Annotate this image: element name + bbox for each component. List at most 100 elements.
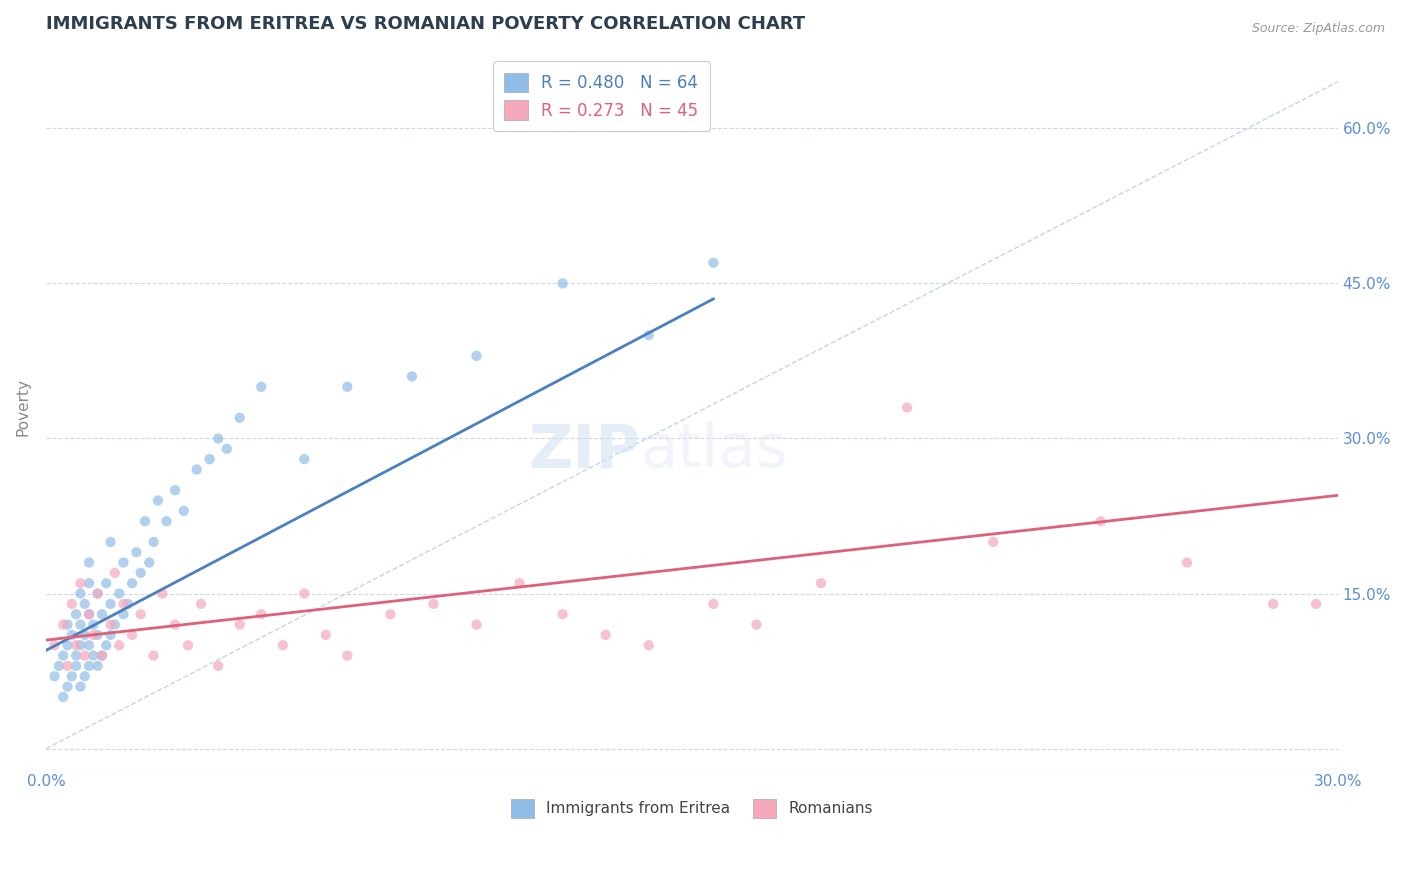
Point	[77, 576, 100, 591]
Point	[104, 617, 127, 632]
Point	[380, 607, 402, 622]
Point	[142, 534, 165, 549]
Point	[48, 659, 70, 673]
Point	[56, 617, 79, 632]
Point	[509, 576, 531, 591]
Point	[228, 410, 250, 425]
Point	[215, 442, 238, 456]
Point	[69, 576, 91, 591]
Point	[60, 597, 83, 611]
Point	[551, 277, 574, 291]
Point	[637, 328, 659, 343]
Text: IMMIGRANTS FROM ERITREA VS ROMANIAN POVERTY CORRELATION CHART: IMMIGRANTS FROM ERITREA VS ROMANIAN POVE…	[46, 15, 806, 33]
Point	[91, 648, 114, 663]
Point	[56, 680, 79, 694]
Point	[60, 669, 83, 683]
Point	[810, 576, 832, 591]
Point	[56, 659, 79, 673]
Point	[250, 380, 273, 394]
Point	[207, 659, 229, 673]
Point	[129, 566, 152, 580]
Point	[82, 628, 104, 642]
Point	[595, 628, 617, 642]
Point	[177, 638, 200, 652]
Point	[190, 597, 212, 611]
Point	[1261, 597, 1284, 611]
Point	[165, 483, 187, 498]
Point	[292, 586, 315, 600]
Point	[100, 534, 122, 549]
Text: atlas: atlas	[640, 421, 787, 481]
Point	[73, 628, 96, 642]
Point	[60, 628, 83, 642]
Point	[112, 597, 135, 611]
Point	[108, 586, 131, 600]
Point	[150, 586, 173, 600]
Point	[165, 617, 187, 632]
Point	[702, 597, 724, 611]
Point	[155, 514, 177, 528]
Point	[56, 638, 79, 652]
Point	[465, 617, 488, 632]
Text: ZIP: ZIP	[529, 421, 640, 481]
Point	[82, 648, 104, 663]
Point	[138, 556, 160, 570]
Point	[65, 607, 87, 622]
Point	[336, 380, 359, 394]
Point	[52, 690, 75, 704]
Point	[250, 607, 273, 622]
Point	[1305, 597, 1327, 611]
Point	[52, 648, 75, 663]
Point	[96, 638, 118, 652]
Point	[129, 607, 152, 622]
Point	[73, 597, 96, 611]
Point	[117, 597, 139, 611]
Point	[100, 597, 122, 611]
Point	[981, 534, 1004, 549]
Point	[77, 659, 100, 673]
Point	[465, 349, 488, 363]
Point	[73, 669, 96, 683]
Point	[65, 659, 87, 673]
Point	[73, 648, 96, 663]
Point	[1175, 556, 1198, 570]
Point	[146, 493, 169, 508]
Point	[207, 432, 229, 446]
Point	[69, 638, 91, 652]
Point	[112, 607, 135, 622]
Point	[91, 648, 114, 663]
Point	[271, 638, 294, 652]
Y-axis label: Poverty: Poverty	[15, 378, 30, 436]
Point	[44, 669, 66, 683]
Point	[186, 462, 208, 476]
Point	[77, 607, 100, 622]
Point	[91, 607, 114, 622]
Point	[100, 628, 122, 642]
Point	[336, 648, 359, 663]
Point	[702, 256, 724, 270]
Point	[52, 617, 75, 632]
Point	[86, 586, 108, 600]
Point	[77, 638, 100, 652]
Point	[121, 576, 143, 591]
Point	[198, 452, 221, 467]
Point	[86, 659, 108, 673]
Point	[65, 648, 87, 663]
Point	[173, 504, 195, 518]
Point	[44, 638, 66, 652]
Point	[125, 545, 148, 559]
Point	[896, 401, 918, 415]
Point	[745, 617, 768, 632]
Point	[77, 556, 100, 570]
Point	[134, 514, 156, 528]
Point	[104, 566, 127, 580]
Legend: Immigrants from Eritrea, Romanians: Immigrants from Eritrea, Romanians	[502, 789, 882, 827]
Point	[112, 556, 135, 570]
Point	[292, 452, 315, 467]
Point	[77, 607, 100, 622]
Point	[86, 628, 108, 642]
Point	[551, 607, 574, 622]
Point	[315, 628, 337, 642]
Text: Source: ZipAtlas.com: Source: ZipAtlas.com	[1251, 22, 1385, 36]
Point	[228, 617, 250, 632]
